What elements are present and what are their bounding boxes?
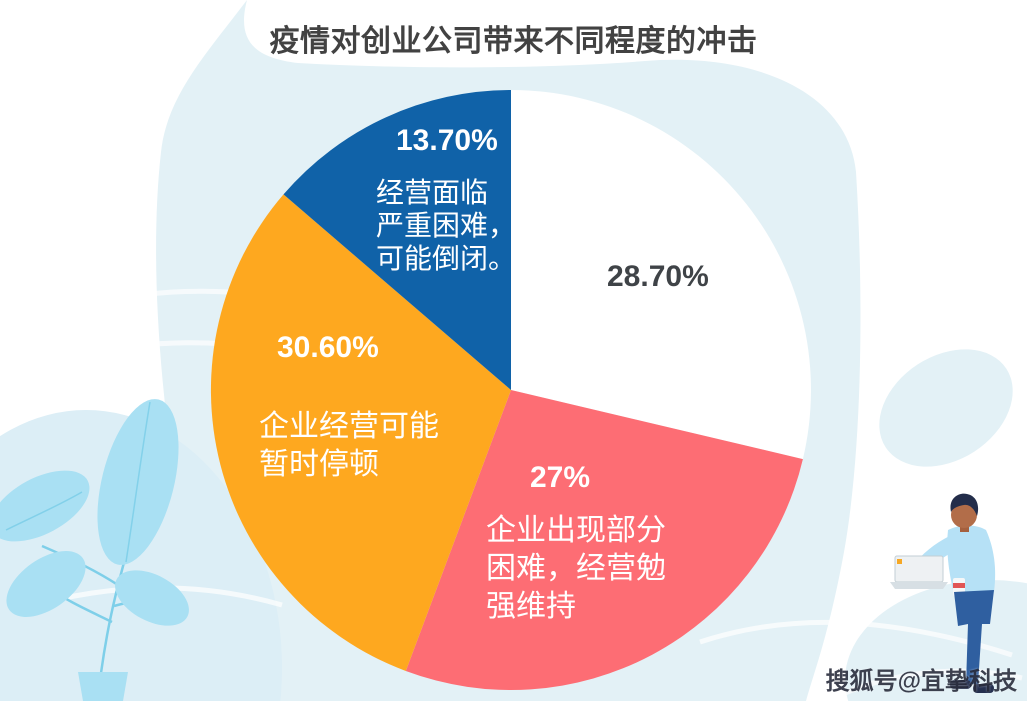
pie-slice-2 xyxy=(210,194,511,671)
slice-label-pink: 企业出现部分 困难，经营勉 强维持 xyxy=(486,514,666,623)
person-illustration xyxy=(890,493,996,693)
slice-value-orange: 30.60% xyxy=(277,331,379,364)
person-shoe-left xyxy=(950,680,971,689)
person-pants xyxy=(954,590,994,684)
pie-slice-1 xyxy=(405,390,803,691)
person-face xyxy=(951,502,977,528)
watermark: 搜狐号@宜挚科技 xyxy=(825,668,1017,695)
plant-pot xyxy=(78,672,128,701)
slice-label-blue: 经营面临 严重困难， 可能倒闭。 xyxy=(376,177,517,274)
chart-title: 疫情对创业公司带来不同程度的冲击 xyxy=(269,25,758,58)
slice-value-white: 28.70% xyxy=(607,260,709,293)
laptop xyxy=(890,555,948,589)
slice-value-pink: 27% xyxy=(530,461,591,494)
right-oval-blob xyxy=(879,349,1013,467)
person-cup-stripe xyxy=(953,583,965,588)
person-shoe-right xyxy=(973,684,994,693)
slice-value-blue: 13.70% xyxy=(396,124,498,157)
pie-slice-0 xyxy=(511,90,811,460)
plant-illustration xyxy=(0,399,189,701)
slice-label-orange: 企业经营可能 暂时停顿 xyxy=(259,410,439,481)
person-hair xyxy=(950,493,979,516)
leaf-veins xyxy=(5,401,151,563)
pie-slice-3 xyxy=(283,90,511,390)
person-shirt xyxy=(947,525,996,594)
